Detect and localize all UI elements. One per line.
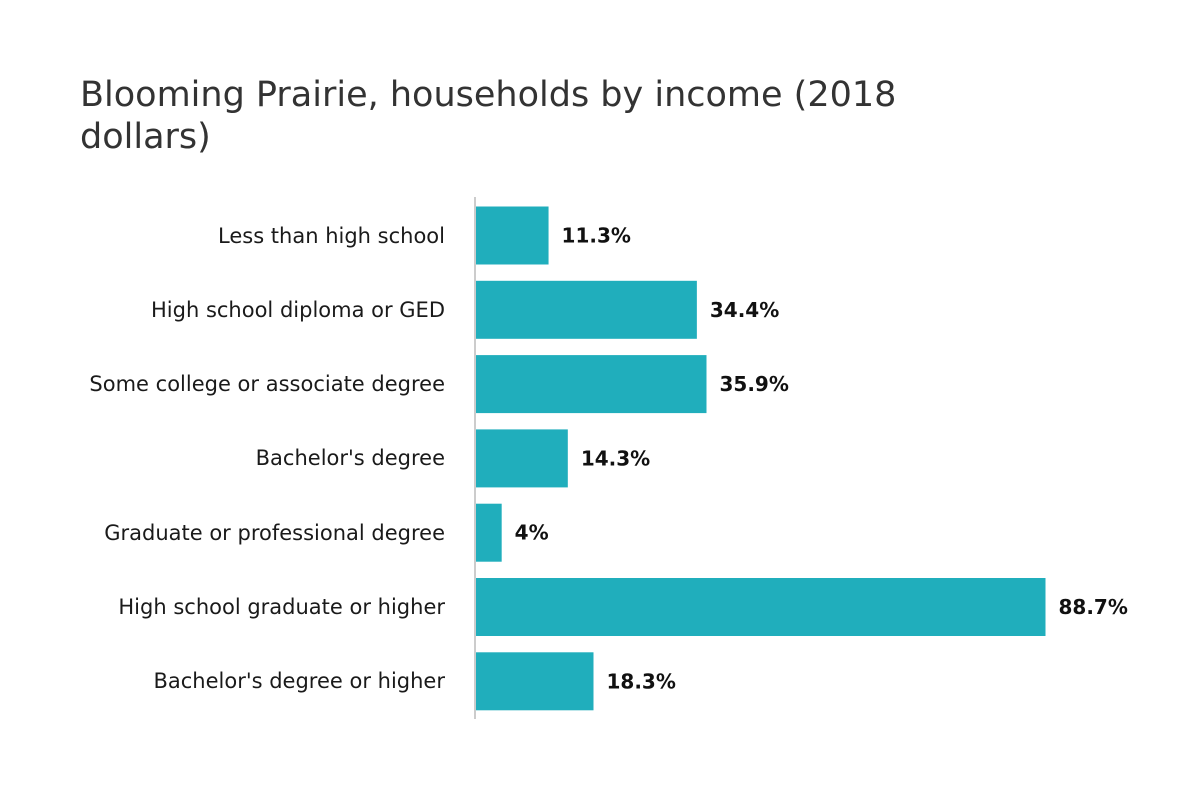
chart-title: Blooming Prairie, households by income (… xyxy=(80,75,897,157)
category-label: High school graduate or higher xyxy=(118,595,445,619)
bar xyxy=(476,280,697,339)
bar-value-label: 35.9% xyxy=(719,372,788,396)
category-label: Bachelor's degree xyxy=(255,446,445,471)
bar xyxy=(476,355,707,414)
bar xyxy=(476,429,568,488)
category-label: Less than high school xyxy=(218,223,445,248)
bar-value-label: 14.3% xyxy=(581,446,650,470)
bar-value-label: 34.4% xyxy=(710,298,779,322)
category-label: Bachelor's degree or higher xyxy=(153,669,445,694)
bar xyxy=(476,578,1046,636)
bar-value-label: 18.3% xyxy=(606,669,675,693)
bar xyxy=(476,503,502,562)
bar xyxy=(476,206,549,265)
category-label: Graduate or professional degree xyxy=(104,520,445,545)
category-label: Some college or associate degree xyxy=(89,372,445,397)
category-label: High school diploma or GED xyxy=(151,297,445,322)
bar-value-label: 4% xyxy=(515,521,549,545)
bar-value-label: 11.3% xyxy=(562,224,631,248)
bar-value-label: 88.7% xyxy=(1059,595,1128,619)
bar xyxy=(476,652,594,711)
